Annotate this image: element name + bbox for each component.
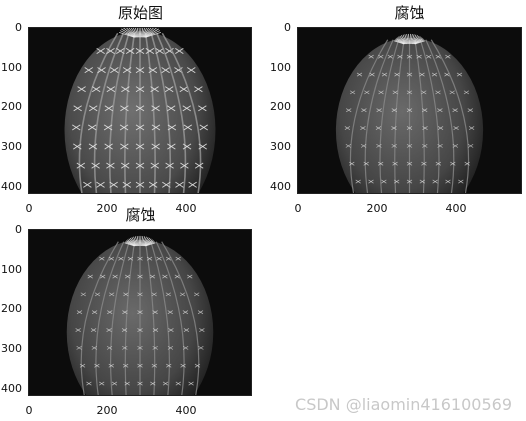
x-tick-label: 200 [366, 202, 388, 215]
cactus-image [335, 33, 484, 193]
y-tick-label: 300 [1, 342, 22, 355]
cactus-image [66, 235, 214, 395]
y-tick-label: 0 [15, 21, 22, 34]
y-tick-label: 400 [1, 382, 22, 395]
x-tick-label: 400 [445, 202, 467, 215]
image-axes-eroded-2 [28, 229, 252, 396]
x-tick-label: 200 [96, 404, 118, 417]
image-axes-original [28, 27, 252, 194]
y-tick-label: 200 [1, 100, 22, 113]
x-tick-label: 400 [175, 202, 197, 215]
image-axes-eroded-1 [297, 27, 522, 194]
y-tick-label: 100 [1, 61, 22, 74]
subplot-title: 原始图 [117, 4, 163, 22]
subplot-title: 腐蚀 [394, 4, 425, 22]
y-tick-label: 300 [270, 140, 291, 153]
y-tick-label: 0 [15, 223, 22, 236]
subplot-title: 腐蚀 [125, 206, 156, 224]
y-tick-label: 400 [1, 180, 22, 193]
x-tick-label: 0 [25, 404, 33, 417]
y-tick-label: 100 [270, 61, 291, 74]
x-tick-label: 200 [96, 202, 118, 215]
y-tick-label: 200 [270, 100, 291, 113]
y-tick-label: 0 [284, 21, 291, 34]
y-tick-label: 200 [1, 302, 22, 315]
x-tick-label: 400 [175, 404, 197, 417]
x-tick-label: 0 [25, 202, 33, 215]
cactus-image [64, 28, 216, 193]
y-tick-label: 300 [1, 140, 22, 153]
x-tick-label: 0 [294, 202, 302, 215]
watermark: CSDN @liaomin416100569 [295, 395, 512, 414]
y-tick-label: 100 [1, 263, 22, 276]
y-tick-label: 400 [270, 180, 291, 193]
